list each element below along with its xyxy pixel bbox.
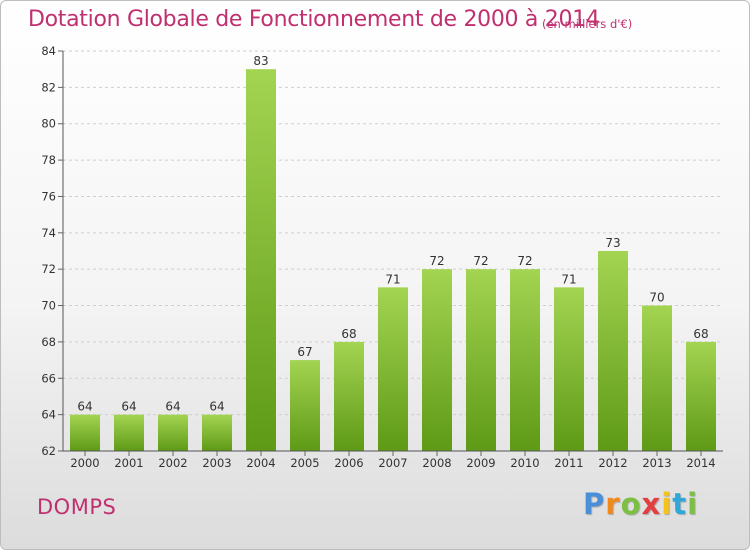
value-label-2005: 67 <box>297 345 312 359</box>
x-tick-label-2013: 2013 <box>642 456 671 470</box>
value-label-2007: 71 <box>385 272 400 286</box>
x-tick-label-2011: 2011 <box>554 456 583 470</box>
value-label-2008: 72 <box>429 254 444 268</box>
bar-2012 <box>598 251 628 451</box>
logo-letter: r <box>605 487 621 521</box>
value-label-2001: 64 <box>121 400 136 414</box>
bar-2011 <box>554 287 584 451</box>
bar-2008 <box>422 269 452 451</box>
value-label-2012: 73 <box>605 236 620 250</box>
x-tick-label-2001: 2001 <box>114 456 143 470</box>
bar-2004 <box>246 69 276 451</box>
x-tick-label-2006: 2006 <box>334 456 363 470</box>
bar-2003 <box>202 414 232 451</box>
bar-2009 <box>466 269 496 451</box>
y-tick-label: 66 <box>41 371 56 385</box>
y-tick-label: 68 <box>41 335 56 349</box>
proxiti-logo: Proxiti <box>583 487 698 521</box>
value-label-2002: 64 <box>165 400 180 414</box>
bar-2006 <box>334 341 364 451</box>
bar-2014 <box>686 341 716 451</box>
logo-letter: i <box>687 487 699 521</box>
y-tick-label: 74 <box>41 226 56 240</box>
logo-letter: i <box>661 487 673 521</box>
axes: 62 64 66 68 70 72 74 76 78 80 82 84 2000 2001 2002 2003… <box>41 44 723 470</box>
value-label-2010: 72 <box>517 254 532 268</box>
logo-letter: o <box>620 487 642 521</box>
y-tick-label: 80 <box>41 117 56 131</box>
x-tick-label-2008: 2008 <box>422 456 451 470</box>
x-tick-label-2005: 2005 <box>290 456 319 470</box>
value-label-2006: 68 <box>341 327 356 341</box>
x-tick-label-2012: 2012 <box>598 456 627 470</box>
logo-letter: P <box>583 487 606 521</box>
chart-subtitle: (en milliers d'€) <box>542 17 633 31</box>
logo-letter: x <box>641 487 662 521</box>
value-label-2011: 71 <box>561 272 576 286</box>
chart-title: Dotation Globale de Fonctionnement de 20… <box>28 7 600 32</box>
value-label-2013: 70 <box>649 291 664 305</box>
y-tick-label: 70 <box>41 299 56 313</box>
y-tick-label: 76 <box>41 189 56 203</box>
value-label-2000: 64 <box>77 400 92 414</box>
x-tick-label-2014: 2014 <box>686 456 715 470</box>
value-label-2003: 64 <box>209 400 224 414</box>
bar-2002 <box>158 414 188 451</box>
x-tick-label-2004: 2004 <box>246 456 275 470</box>
x-tick-label-2003: 2003 <box>202 456 231 470</box>
x-tick-label-2009: 2009 <box>466 456 495 470</box>
x-tick-label-2002: 2002 <box>158 456 187 470</box>
bars: 64 64 64 64 83 67 68 71 72 72 72 71 73 70 68 <box>70 54 716 451</box>
value-label-2014: 68 <box>693 327 708 341</box>
y-tick-label: 84 <box>41 44 56 58</box>
value-label-2009: 72 <box>473 254 488 268</box>
x-tick-label-2010: 2010 <box>510 456 539 470</box>
y-tick-label: 62 <box>41 444 56 458</box>
bar-2001 <box>114 414 144 451</box>
bar-2010 <box>510 269 540 451</box>
bar-2013 <box>642 305 672 451</box>
bar-2007 <box>378 287 408 451</box>
bar-2000 <box>70 414 100 451</box>
x-tick-label-2000: 2000 <box>70 456 99 470</box>
y-tick-label: 82 <box>41 80 56 94</box>
logo-letter: t <box>672 487 688 521</box>
bar-2005 <box>290 360 320 451</box>
x-tick-label-2007: 2007 <box>378 456 407 470</box>
y-tick-label: 78 <box>41 153 56 167</box>
y-tick-label: 64 <box>41 408 56 422</box>
value-label-2004: 83 <box>253 54 268 68</box>
commune-name: DOMPS <box>37 495 117 519</box>
y-tick-label: 72 <box>41 262 56 276</box>
